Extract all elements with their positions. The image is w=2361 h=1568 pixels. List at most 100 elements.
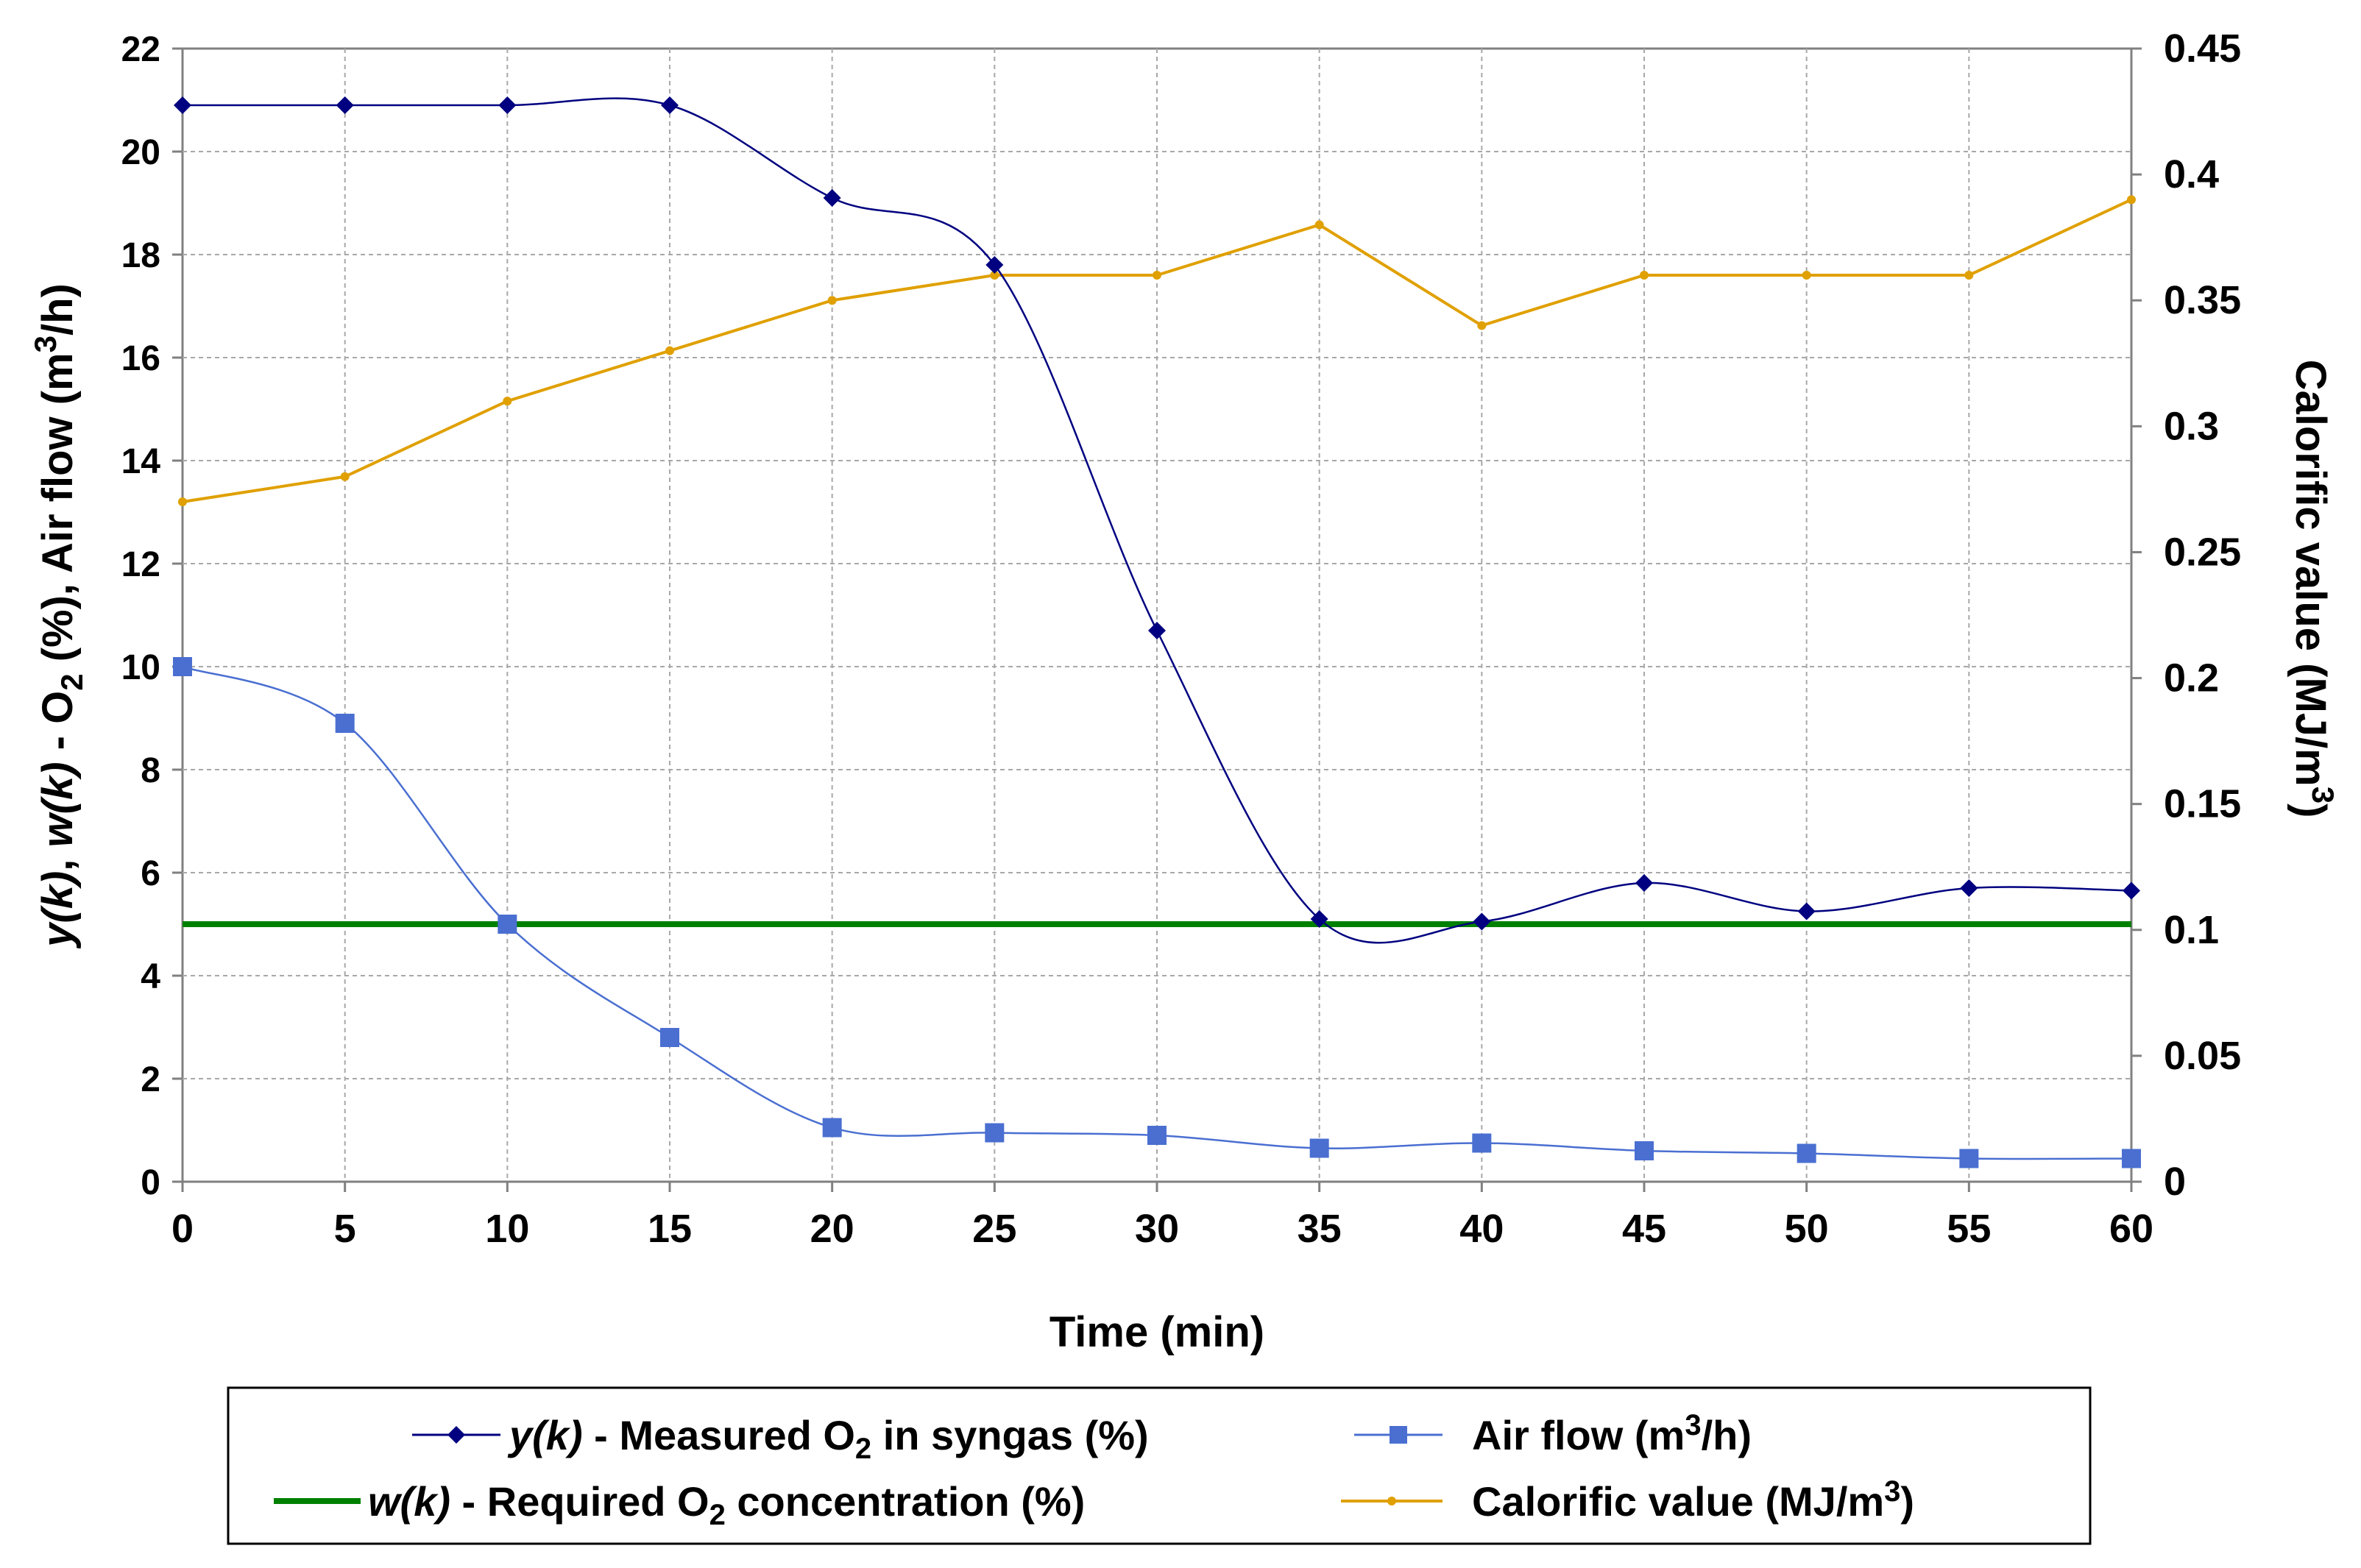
y2-tick-label: 0.2 — [2164, 656, 2219, 700]
data-point-air-flow — [2122, 1149, 2141, 1168]
y-tick-label: 18 — [121, 236, 160, 275]
series-calorific — [178, 195, 2136, 506]
data-point-air-flow — [1797, 1143, 1816, 1163]
y-axis-title-superscript: 3 — [28, 336, 63, 352]
legend-label-part: /h) — [1702, 1412, 1752, 1458]
y-tick-label: 20 — [121, 133, 160, 172]
legend: y(k) - Measured O2 in syngas (%) Air flo… — [227, 1386, 2092, 1545]
y2-axis-title-part: ) — [2287, 803, 2335, 817]
y2-tick-label: 0.05 — [2164, 1034, 2241, 1078]
legend-label-part: y(k) — [507, 1412, 583, 1458]
x-tick-label: 55 — [1947, 1207, 1991, 1251]
data-point-air-flow — [985, 1123, 1005, 1143]
legend-label-superscript: 3 — [1884, 1475, 1900, 1508]
data-point-air-flow — [173, 657, 192, 676]
data-point-calorific — [1314, 220, 1324, 230]
data-point-calorific — [827, 296, 837, 305]
legend-label-part: concentration (%) — [726, 1478, 1085, 1525]
data-point-calorific — [503, 397, 512, 406]
y-axis-title-part: w(k) — [34, 762, 82, 847]
x-tick-label: 60 — [2109, 1207, 2153, 1251]
legend-label-part: - Measured O — [583, 1412, 855, 1458]
y2-axis-title-part: Calorific value (MJ/m — [2287, 360, 2335, 787]
legend-label-air-flow: Air flow (m3/h) — [1472, 1409, 1752, 1458]
data-point-calorific — [665, 346, 674, 355]
legend-marker-air-flow — [1390, 1426, 1407, 1444]
legend-label-part: Calorific value (MJ/m — [1472, 1478, 1884, 1525]
y-right-ticks: 0 0.05 0.1 0.15 0.2 0.25 0.3 0.35 0.4 0.45 — [2164, 26, 2241, 1204]
y2-tick-label: 0.4 — [2164, 152, 2219, 196]
y-axis-title-part: , — [34, 847, 82, 870]
axes — [172, 47, 2142, 1192]
x-axis-title: Time (min) — [1049, 1308, 1264, 1356]
data-point-calorific — [990, 271, 999, 280]
legend-label-measured-o2: y(k) - Measured O2 in syngas (%) — [507, 1412, 1149, 1465]
y2-tick-label: 0.35 — [2164, 278, 2241, 322]
x-tick-label: 50 — [1785, 1207, 1829, 1251]
data-point-measured-o2 — [336, 96, 354, 114]
data-point-calorific — [1640, 271, 1649, 280]
data-point-air-flow — [1635, 1141, 1654, 1160]
y2-tick-label: 0.15 — [2164, 782, 2241, 826]
y-axis-title-part: - O — [34, 691, 82, 762]
y-tick-label: 12 — [121, 545, 160, 584]
legend-label-required-o2: w(k) - Required O2 concentration (%) — [368, 1478, 1085, 1531]
y-tick-label: 22 — [121, 30, 160, 69]
x-tick-label: 5 — [334, 1207, 356, 1251]
legend-label-subscript: 2 — [855, 1433, 871, 1465]
x-tick-label: 40 — [1459, 1207, 1504, 1251]
data-point-air-flow — [335, 714, 355, 733]
data-point-air-flow — [1309, 1138, 1329, 1158]
y-tick-label: 2 — [141, 1060, 160, 1099]
data-point-measured-o2 — [1310, 910, 1328, 928]
legend-label-part: ) — [1900, 1478, 1914, 1525]
y-axis-title-subscript: 2 — [54, 673, 89, 690]
y2-tick-label: 0.25 — [2164, 530, 2241, 574]
y-tick-label: 16 — [121, 339, 160, 378]
y2-axis-title-superscript: 3 — [2306, 787, 2340, 803]
y2-tick-label: 0.3 — [2164, 404, 2219, 448]
y-tick-label: 4 — [141, 957, 160, 996]
data-point-air-flow — [660, 1028, 679, 1047]
y-tick-label: 10 — [121, 648, 160, 687]
data-point-air-flow — [1472, 1133, 1492, 1153]
x-tick-label: 0 — [171, 1207, 194, 1251]
series-line-measured-o2 — [182, 97, 2132, 944]
data-point-measured-o2 — [1960, 879, 1978, 897]
y2-tick-label: 0.45 — [2164, 26, 2241, 71]
data-point-calorific — [340, 472, 350, 481]
x-tick-label: 10 — [485, 1207, 529, 1251]
y2-axis-title: Calorific value (MJ/m3) — [2287, 360, 2340, 818]
series-measured-o2 — [174, 96, 2140, 944]
legend-marker-calorific — [1387, 1497, 1396, 1505]
y-tick-label: 6 — [141, 854, 160, 893]
data-point-measured-o2 — [661, 96, 679, 114]
data-point-calorific — [1477, 321, 1487, 330]
data-point-measured-o2 — [1148, 622, 1166, 639]
data-point-calorific — [2127, 195, 2136, 205]
data-point-measured-o2 — [1473, 912, 1491, 931]
y-tick-label: 0 — [141, 1163, 160, 1202]
data-point-calorific — [1964, 271, 1974, 280]
legend-label-calorific: Calorific value (MJ/m3) — [1472, 1475, 1914, 1525]
y2-tick-label: 0 — [2164, 1160, 2186, 1204]
legend-label-part: w(k) — [368, 1478, 450, 1525]
data-point-measured-o2 — [2123, 881, 2140, 900]
data-point-air-flow — [1147, 1126, 1167, 1145]
data-point-measured-o2 — [1797, 902, 1816, 920]
legend-label-superscript: 3 — [1685, 1409, 1701, 1441]
data-point-calorific — [1153, 271, 1161, 280]
data-point-calorific — [1802, 271, 1811, 280]
y-axis-title-part: y(k) — [34, 871, 82, 949]
data-point-air-flow — [822, 1118, 842, 1138]
x-tick-label: 45 — [1622, 1207, 1666, 1251]
series-air-flow — [173, 657, 2141, 1168]
x-tick-label: 15 — [648, 1207, 692, 1251]
y-axis-title-part: (%), Air flow (m — [34, 352, 82, 673]
y-tick-label: 14 — [121, 442, 161, 481]
y2-tick-label: 0.1 — [2164, 908, 2219, 952]
x-ticks: 0 5 10 15 20 25 30 35 40 45 50 55 60 — [171, 1207, 2153, 1251]
legend-marker-measured-o2 — [447, 1426, 465, 1444]
